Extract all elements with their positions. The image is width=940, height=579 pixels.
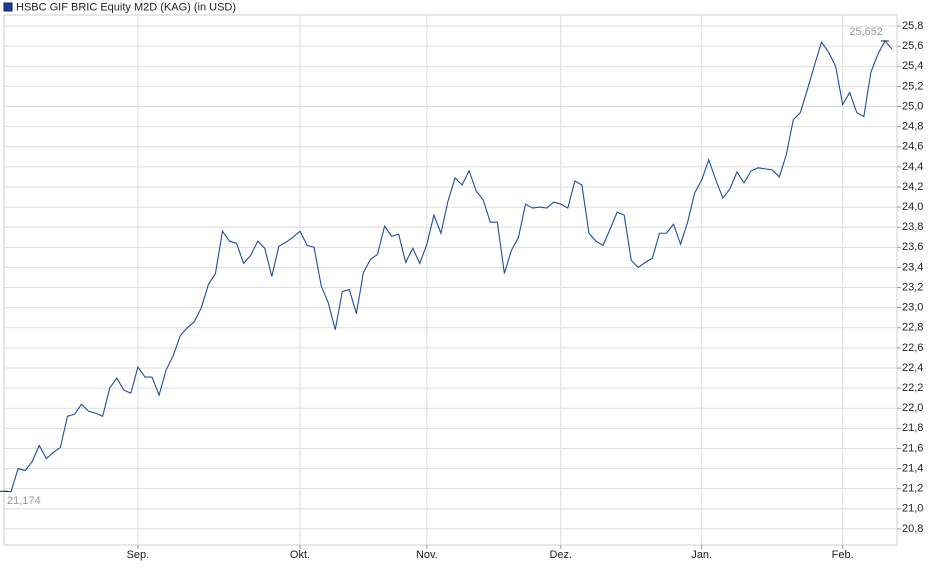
plot-frame	[3, 14, 898, 546]
y-tick-label: 23,6	[902, 241, 923, 253]
y-tick-label: 22,2	[902, 382, 923, 394]
x-tick-label: Jan.	[691, 549, 712, 561]
y-tick-label: 23,4	[902, 261, 923, 273]
y-tick-label: 23,8	[902, 221, 923, 233]
y-tick-label: 22,0	[902, 402, 923, 414]
y-tick-label: 25,6	[902, 40, 923, 52]
y-tick-label: 23,2	[902, 281, 923, 293]
y-tick-label: 21,2	[902, 483, 923, 495]
y-tick-label: 23,0	[902, 302, 923, 314]
y-tick-label: 24,4	[902, 161, 923, 173]
x-tick-label: Sep.	[127, 549, 150, 561]
x-tick-label: Dez.	[549, 549, 572, 561]
price-line	[3, 39, 893, 493]
y-tick-label: 25,4	[902, 60, 923, 72]
y-tick-label: 24,0	[902, 201, 923, 213]
y-tick-label: 25,8	[902, 20, 923, 32]
y-tick-label: 22,6	[902, 342, 923, 354]
y-tick-label: 20,8	[902, 523, 923, 535]
y-tick-label: 21,0	[902, 503, 923, 515]
chart-title: HSBC GIF BRIC Equity M2D (KAG) (in USD)	[16, 1, 236, 13]
y-tick-label: 24,6	[902, 141, 923, 153]
x-tick-label: Nov.	[416, 549, 438, 561]
y-tick-label: 25,2	[902, 80, 923, 92]
y-tick-label: 24,2	[902, 181, 923, 193]
y-tick-label: 21,6	[902, 442, 923, 454]
y-tick-label: 21,8	[902, 422, 923, 434]
x-tick-label: Okt.	[290, 549, 310, 561]
y-tick-label: 22,4	[902, 362, 923, 374]
y-tick-label: 22,8	[902, 322, 923, 334]
y-tick-label: 21,4	[902, 462, 923, 474]
y-tick-label: 24,8	[902, 121, 923, 133]
y-tick-label: 25,0	[902, 100, 923, 112]
legend-swatch	[3, 2, 13, 12]
x-tick-label: Feb.	[832, 549, 854, 561]
value-label: 21,174	[7, 495, 41, 507]
value-label: 25,652	[849, 26, 883, 38]
